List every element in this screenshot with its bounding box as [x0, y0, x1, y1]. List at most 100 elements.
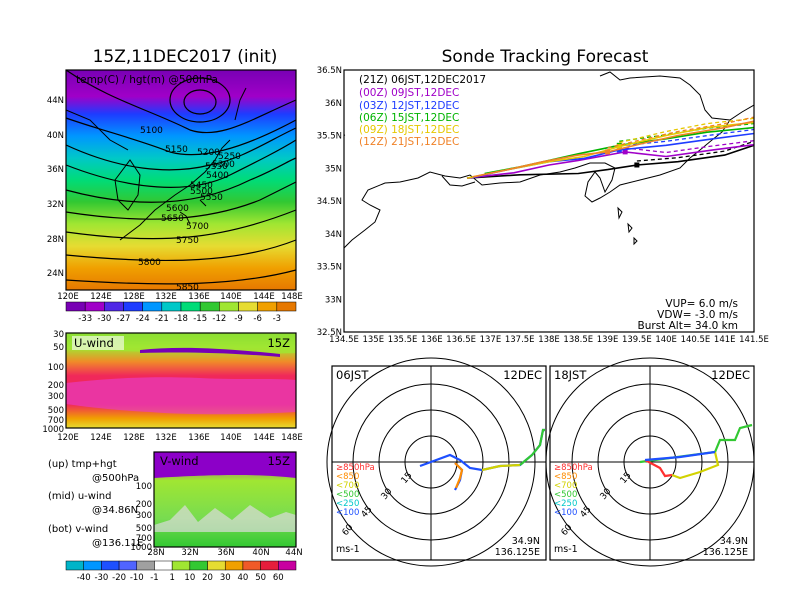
track-legend-item: (00Z) 09JST,12DEC: [359, 87, 459, 99]
colorbar-wind: -40 -30 -20 -10 -1 1 10 20 30 40 50 60: [65, 560, 297, 583]
sonde-track-descent: [619, 117, 754, 144]
colorbar-label: 40: [238, 573, 249, 583]
colorbar-label: -30: [97, 314, 111, 324]
colorbar-swatch: [207, 560, 226, 571]
x-tick-label: 28N: [147, 548, 164, 558]
uwind-frame: [65, 332, 297, 429]
colorbar-swatch: [118, 560, 138, 571]
y-tick-label: 34.5N: [317, 197, 342, 207]
colorbar-label: 20: [202, 573, 213, 583]
burst-marker: [634, 162, 640, 168]
track-islands: [617, 206, 638, 246]
x-tick-label: 140.5E: [681, 335, 711, 345]
x-tick-label: 137E: [480, 335, 502, 345]
sonde-track-descent: [636, 140, 754, 162]
track-params: VUP= 6.0 m/s VDW= -3.0 m/s Burst Alt= 34…: [638, 298, 738, 332]
x-tick-label: 144E: [253, 433, 275, 443]
colorbar-swatch: [142, 301, 163, 312]
note-title: (up) tmp+hgt: [48, 459, 117, 470]
x-tick-label: 140E: [220, 433, 242, 443]
hodograph-time: 18JST: [554, 368, 587, 382]
track-legend-item: (03Z) 12JST,12DEC: [359, 100, 459, 112]
right-panel-title: Sonde Tracking Forecast: [442, 47, 649, 67]
burst-marker: [616, 147, 622, 153]
colorbar-swatch: [276, 301, 297, 312]
colorbar-swatch: [161, 301, 182, 312]
y-tick-label: 24N: [47, 269, 64, 279]
uwind-panel: U-wind 15Z 30 50 100 200 300 500 700 100…: [42, 330, 302, 443]
x-tick-label: 120E: [57, 292, 79, 302]
height-contours: [65, 69, 297, 285]
colorbar-swatch: [189, 560, 208, 571]
colorbar-label: -24: [136, 314, 150, 324]
y-tick-label: 500: [48, 406, 64, 416]
pressure-legend-item: ≥850hPa: [554, 463, 593, 473]
x-tick-label: 138.5E: [563, 335, 593, 345]
contour-label: 5200: [197, 148, 220, 158]
note-title: (mid) u-wind: [48, 491, 111, 502]
x-tick-label: 132E: [155, 292, 177, 302]
colorbar-label: 1: [169, 573, 174, 583]
colorbar-label: -27: [117, 314, 131, 324]
ring-label: 15: [400, 471, 415, 486]
colorbar-swatch: [83, 560, 102, 571]
hodograph-lon: 136.125E: [495, 547, 540, 558]
track-map-panel: (21Z) 06JST,12DEC2017 (00Z) 09JST,12DEC …: [317, 66, 769, 345]
hodograph-trace-left-low: [454, 462, 464, 489]
hodograph-right: 15 30 45 60 18JST 12DEC 34.9N 136.125E m…: [545, 357, 755, 567]
colorbar-label: -20: [112, 573, 126, 583]
hodograph-trace-left-up: [519, 428, 545, 466]
track-legend-item: (21Z) 06JST,12DEC2017: [359, 74, 486, 86]
y-tick-label: 36N: [47, 165, 64, 175]
pressure-legend-item: ≥850hPa: [336, 463, 375, 473]
y-tick-label: 300: [136, 511, 152, 521]
pressure-legend-item: <500: [554, 490, 577, 500]
pressure-legend: ≥850hPa <850 <700 <500 <250 <100: [336, 463, 375, 518]
burst-marker: [605, 149, 611, 155]
hodograph-lat: 34.9N: [512, 536, 540, 547]
x-tick-label: 128E: [123, 433, 145, 443]
x-tick-label: 144E: [253, 292, 275, 302]
sonde-track-descent: [607, 116, 754, 149]
vwind-time: 15Z: [267, 454, 290, 468]
y-tick-label: 1000: [42, 425, 64, 435]
y-tick-label: 36.5N: [317, 66, 342, 76]
pressure-legend-item: <500: [336, 490, 359, 500]
x-tick-label: 136E: [188, 292, 210, 302]
x-tick-label: 134.5E: [329, 335, 359, 345]
sonde-tracks: [466, 116, 754, 179]
vwind-label: V-wind: [160, 454, 199, 468]
map-500hpa-label: temp(C) / hgt(m) @500hPa: [76, 74, 218, 86]
track-map-frame: [343, 69, 755, 333]
map-500hpa-panel: temp(C) / hgt(m) @500hPa 5100 5150 5200 …: [47, 69, 303, 302]
y-tick-label: 200: [48, 381, 64, 391]
burst-marker: [622, 149, 628, 155]
x-tick-label: 136E: [188, 433, 210, 443]
hodograph-unit: ms-1: [336, 544, 360, 555]
map-500hpa-fill: [66, 70, 296, 290]
y-tick-label: 34N: [325, 230, 342, 240]
hodograph-date: 12DEC: [711, 368, 750, 382]
vwind-y-ticks: 100 200 300 500 700 1000: [130, 482, 152, 553]
x-tick-label: 140E: [655, 335, 677, 345]
x-tick-label: 128E: [123, 292, 145, 302]
x-tick-label: 120E: [57, 433, 79, 443]
x-tick-label: 138E: [538, 335, 560, 345]
contour-label: 5400: [206, 171, 229, 181]
hodograph-time: 06JST: [336, 368, 369, 382]
contour-label: 5550: [200, 193, 223, 203]
colorbar-label: -33: [78, 314, 92, 324]
left-panel-title: 15Z,11DEC2017 (init): [93, 47, 278, 67]
colorbar-swatch: [219, 301, 239, 312]
y-tick-label: 100: [48, 363, 64, 373]
x-tick-label: 140E: [220, 292, 242, 302]
colorbar-swatch: [278, 560, 297, 571]
colorbar-swatch: [257, 301, 278, 312]
x-tick-label: 148E: [281, 292, 303, 302]
colorbar-label: -10: [130, 573, 144, 583]
uwind-core: [66, 377, 296, 415]
track-legend-item: (09Z) 18JST,12DEC: [359, 124, 459, 136]
y-tick-label: 28N: [47, 235, 64, 245]
hodograph-left: 15 30 45 60 06JST 12DEC 34.9N 136.125E m…: [326, 357, 547, 567]
x-tick-label: 32N: [181, 548, 198, 558]
